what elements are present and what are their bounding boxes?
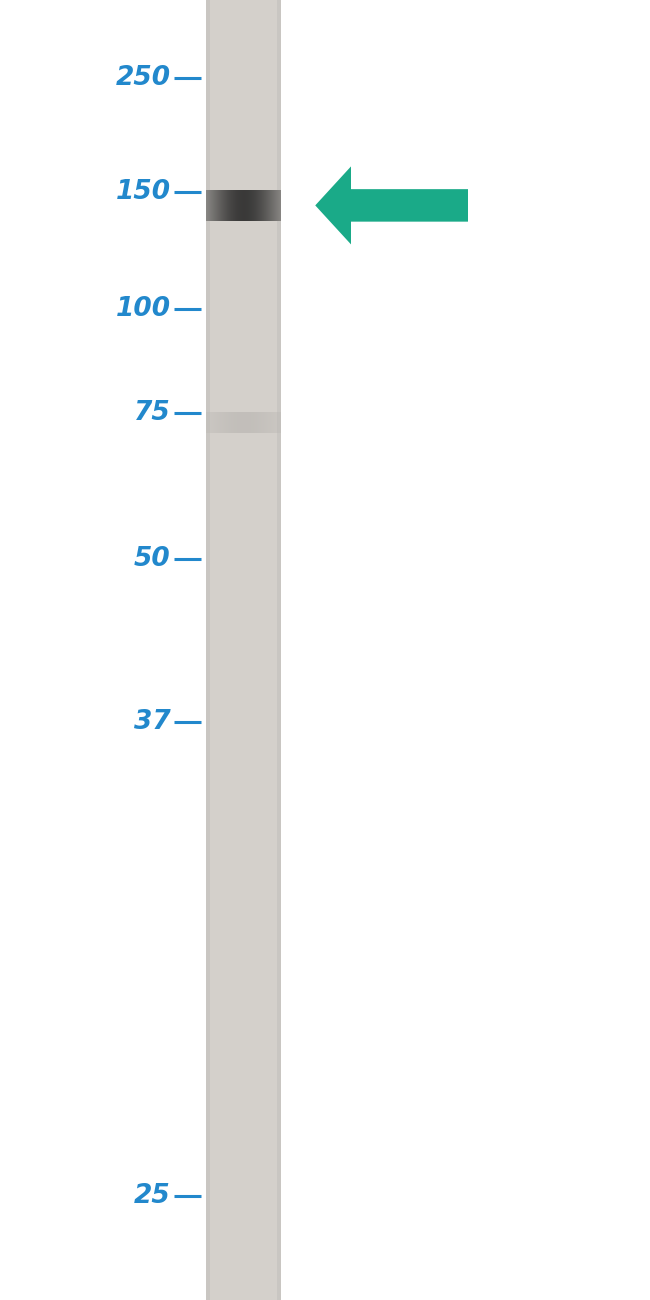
Text: 75: 75 [134, 400, 170, 426]
Text: 37: 37 [134, 708, 170, 734]
Bar [277, 0, 281, 1300]
Text: 150: 150 [116, 179, 170, 205]
Bar [207, 0, 281, 1300]
Text: 250: 250 [116, 65, 170, 91]
Text: 25: 25 [134, 1183, 170, 1209]
Text: 50: 50 [134, 546, 170, 572]
Text: 100: 100 [116, 296, 170, 322]
Polygon shape [315, 166, 468, 244]
Bar [207, 0, 211, 1300]
